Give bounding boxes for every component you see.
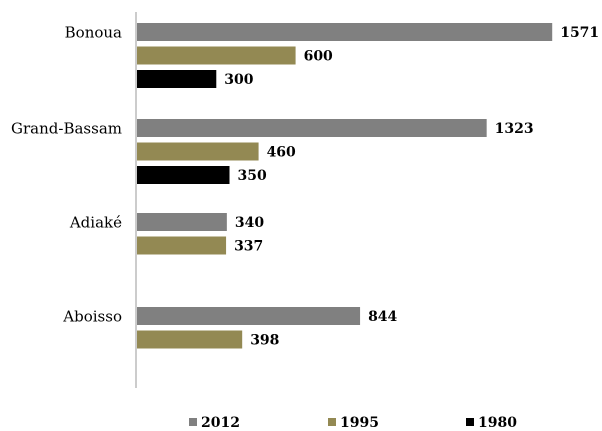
legend-label: 1995 xyxy=(340,415,379,431)
bar-aboisso-2012 xyxy=(137,307,361,325)
data-label: 300 xyxy=(224,72,253,88)
category-label: Adiaké xyxy=(69,214,122,232)
data-label: 337 xyxy=(234,239,263,255)
data-label: 460 xyxy=(267,145,296,161)
category-label: Grand-Bassam xyxy=(11,120,122,138)
legend-swatch xyxy=(328,418,336,426)
bar-bonoua-1980 xyxy=(137,70,217,88)
bar-grand-bassam-2012 xyxy=(137,119,487,137)
bar-adiak--1995 xyxy=(137,236,227,255)
data-label: 350 xyxy=(238,168,267,184)
bar-grand-bassam-1995 xyxy=(137,142,259,161)
bar-grand-bassam-1980 xyxy=(137,166,230,184)
data-label: 398 xyxy=(250,333,279,349)
category-label: Bonoua xyxy=(65,24,122,42)
data-label: 600 xyxy=(304,49,333,65)
bar-bonoua-1995 xyxy=(137,46,296,65)
data-label: 1571 xyxy=(560,25,599,41)
legend-label: 1980 xyxy=(478,415,517,431)
category-label: Aboisso xyxy=(62,308,122,326)
data-label: 844 xyxy=(368,309,397,325)
legend-swatch xyxy=(189,418,197,426)
bars-layer xyxy=(137,23,553,349)
legend-swatch xyxy=(466,418,474,426)
bar-adiak--2012 xyxy=(137,213,227,231)
legend-label: 2012 xyxy=(201,415,240,431)
legend: 2012 1995 1980 xyxy=(189,415,517,431)
data-label: 340 xyxy=(235,215,264,231)
bar-aboisso-1995 xyxy=(137,330,243,349)
data-label: 1323 xyxy=(495,121,534,137)
bar-bonoua-2012 xyxy=(137,23,553,41)
